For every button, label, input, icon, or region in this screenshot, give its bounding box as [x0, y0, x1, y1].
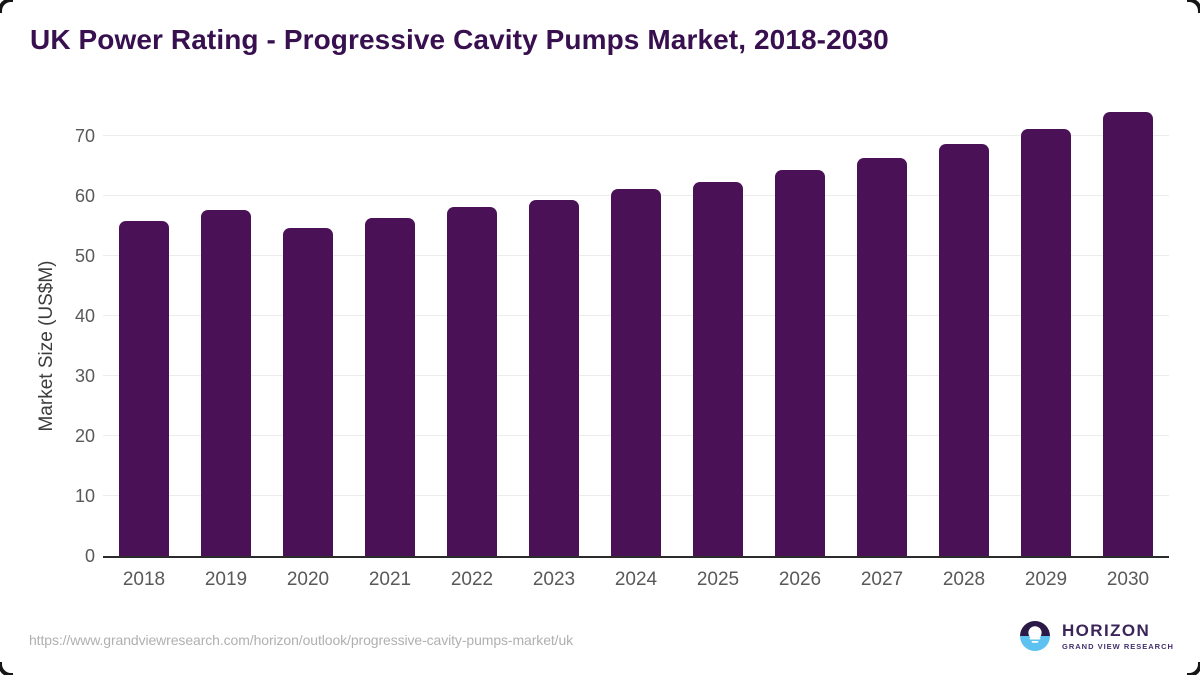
x-tick-label-2019: 2019	[204, 569, 248, 590]
x-tick-label-2024: 2024	[614, 569, 658, 590]
bar-2018	[119, 221, 169, 556]
bar-slot-2025	[677, 100, 759, 556]
bar-2026	[775, 170, 825, 556]
x-tick-label-2029: 2029	[1024, 569, 1068, 590]
horizon-sunrise-icon	[1020, 621, 1050, 651]
y-tick-label-60: 60	[74, 186, 95, 206]
gridline-70	[103, 135, 1169, 136]
bar-2029	[1021, 129, 1071, 556]
bar-slot-2021	[349, 100, 431, 556]
bar-2021	[365, 218, 415, 556]
x-axis-line	[103, 556, 1169, 558]
bar-2023	[529, 200, 579, 556]
bar-slot-2018	[103, 100, 185, 556]
x-tick-labels: 2018 2019 2020 2021 2022 2023 2024 2025 2026 2027…	[103, 569, 1169, 591]
bar-2025	[693, 182, 743, 556]
bar-slot-2019	[185, 100, 267, 556]
x-tick-label-2027: 2027	[860, 569, 904, 590]
bar-slot-2024	[595, 100, 677, 556]
x-tick-label-2028: 2028	[942, 569, 986, 590]
corner-artifact	[0, 0, 13, 13]
y-tick-label-20: 20	[74, 426, 95, 446]
bar-2028	[939, 144, 989, 556]
y-tick-label-70: 70	[74, 126, 95, 146]
y-tick-label-0: 0	[84, 546, 95, 566]
corner-artifact	[1187, 0, 1200, 13]
bar-slot-2020	[267, 100, 349, 556]
bar-slot-2022	[431, 100, 513, 556]
x-tick-label-2018: 2018	[122, 569, 166, 590]
plot-area	[103, 100, 1169, 556]
y-tick-label-40: 40	[74, 306, 95, 326]
x-tick-label-2025: 2025	[696, 569, 740, 590]
x-tick-label-2020: 2020	[286, 569, 330, 590]
bar-slot-2026	[759, 100, 841, 556]
bar-2024	[611, 189, 661, 556]
y-tick-label-50: 50	[74, 246, 95, 266]
x-tick-label-2023: 2023	[532, 569, 576, 590]
bar-slot-2023	[513, 100, 595, 556]
bars	[103, 100, 1169, 556]
logo-sub-brand: GRAND VIEW RESEARCH	[1062, 641, 1174, 651]
x-tick-label-2026: 2026	[778, 569, 822, 590]
bar-2022	[447, 207, 497, 556]
y-tick-labels: 0 10 20 30 40 50 60 70	[0, 100, 95, 566]
logo-brand: HORIZON	[1062, 620, 1151, 640]
bar-slot-2030	[1087, 100, 1169, 556]
corner-artifact	[0, 662, 13, 675]
source-url: https://www.grandviewresearch.com/horizo…	[29, 632, 574, 648]
bar-2027	[857, 158, 907, 556]
bar-2030	[1103, 112, 1153, 556]
chart-title: UK Power Rating - Progressive Cavity Pum…	[30, 24, 889, 55]
y-tick-label-10: 10	[74, 486, 95, 506]
y-tick-label-30: 30	[74, 366, 95, 386]
bar-slot-2027	[841, 100, 923, 556]
bar-slot-2028	[923, 100, 1005, 556]
x-tick-label-2030: 2030	[1106, 569, 1150, 590]
bar-2019	[201, 210, 251, 556]
x-tick-label-2021: 2021	[368, 569, 412, 590]
bar-slot-2029	[1005, 100, 1087, 556]
logo-text: HORIZON GRAND VIEW RESEARCH	[1062, 622, 1174, 651]
x-tick-label-2022: 2022	[450, 569, 494, 590]
horizon-logo: HORIZON GRAND VIEW RESEARCH	[1020, 621, 1174, 651]
bar-2020	[283, 228, 333, 556]
corner-artifact	[1187, 662, 1200, 675]
